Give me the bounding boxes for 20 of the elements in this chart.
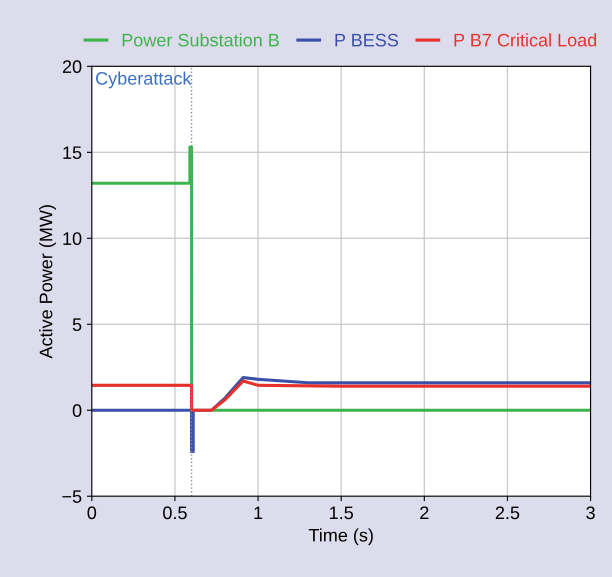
x-tick-label: 3 — [586, 506, 595, 520]
y-tick-label: 5 — [72, 318, 82, 331]
y-tick-label: 20 — [62, 60, 82, 74]
x-axis-title: Time (s) — [308, 528, 373, 546]
x-tick-label: 1.5 — [330, 506, 353, 520]
legend-label: P B7 Critical Load — [454, 33, 596, 47]
x-tick-label: 1 — [254, 506, 262, 520]
y-tick-label: −5 — [62, 490, 82, 503]
line-series — [92, 379, 591, 412]
y-tick-label: 15 — [63, 146, 82, 160]
y-tick-label: 10 — [63, 232, 82, 246]
legend-label: P BESS — [335, 34, 398, 47]
ref-line-label: Cyberattack — [96, 72, 192, 88]
x-tick-label: 0.5 — [163, 506, 187, 520]
x-tick-label: 2.5 — [496, 506, 520, 520]
y-axis-title: Active Power (MW) — [39, 205, 56, 358]
x-tick-label: 2 — [420, 506, 428, 520]
x-tick-label: 0 — [87, 506, 96, 520]
y-tick-label: 0 — [72, 404, 82, 417]
legend-label: Power Substation B — [122, 33, 279, 47]
